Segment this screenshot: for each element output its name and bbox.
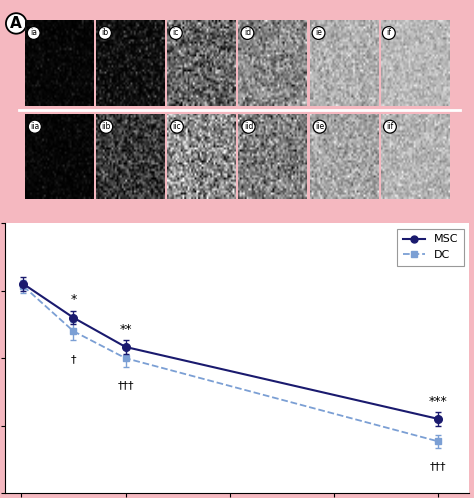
Text: iic: iic bbox=[173, 122, 181, 131]
Text: †: † bbox=[71, 354, 76, 364]
Text: A: A bbox=[10, 16, 22, 31]
Text: if: if bbox=[386, 28, 392, 37]
Text: **: ** bbox=[119, 323, 132, 336]
Text: *: * bbox=[70, 293, 77, 306]
Text: id: id bbox=[244, 28, 251, 37]
Text: iid: iid bbox=[244, 122, 253, 131]
Text: †††: ††† bbox=[117, 380, 134, 390]
Text: ***: *** bbox=[428, 394, 447, 408]
Text: iif: iif bbox=[386, 122, 393, 131]
Text: ic: ic bbox=[173, 28, 179, 37]
Text: ia: ia bbox=[30, 28, 37, 37]
Legend: MSC, DC: MSC, DC bbox=[397, 229, 464, 265]
Text: iia: iia bbox=[30, 122, 39, 131]
Text: iie: iie bbox=[315, 122, 324, 131]
Text: ib: ib bbox=[101, 28, 109, 37]
Text: †††: ††† bbox=[430, 462, 446, 472]
Text: ie: ie bbox=[315, 28, 322, 37]
Text: iib: iib bbox=[101, 122, 111, 131]
